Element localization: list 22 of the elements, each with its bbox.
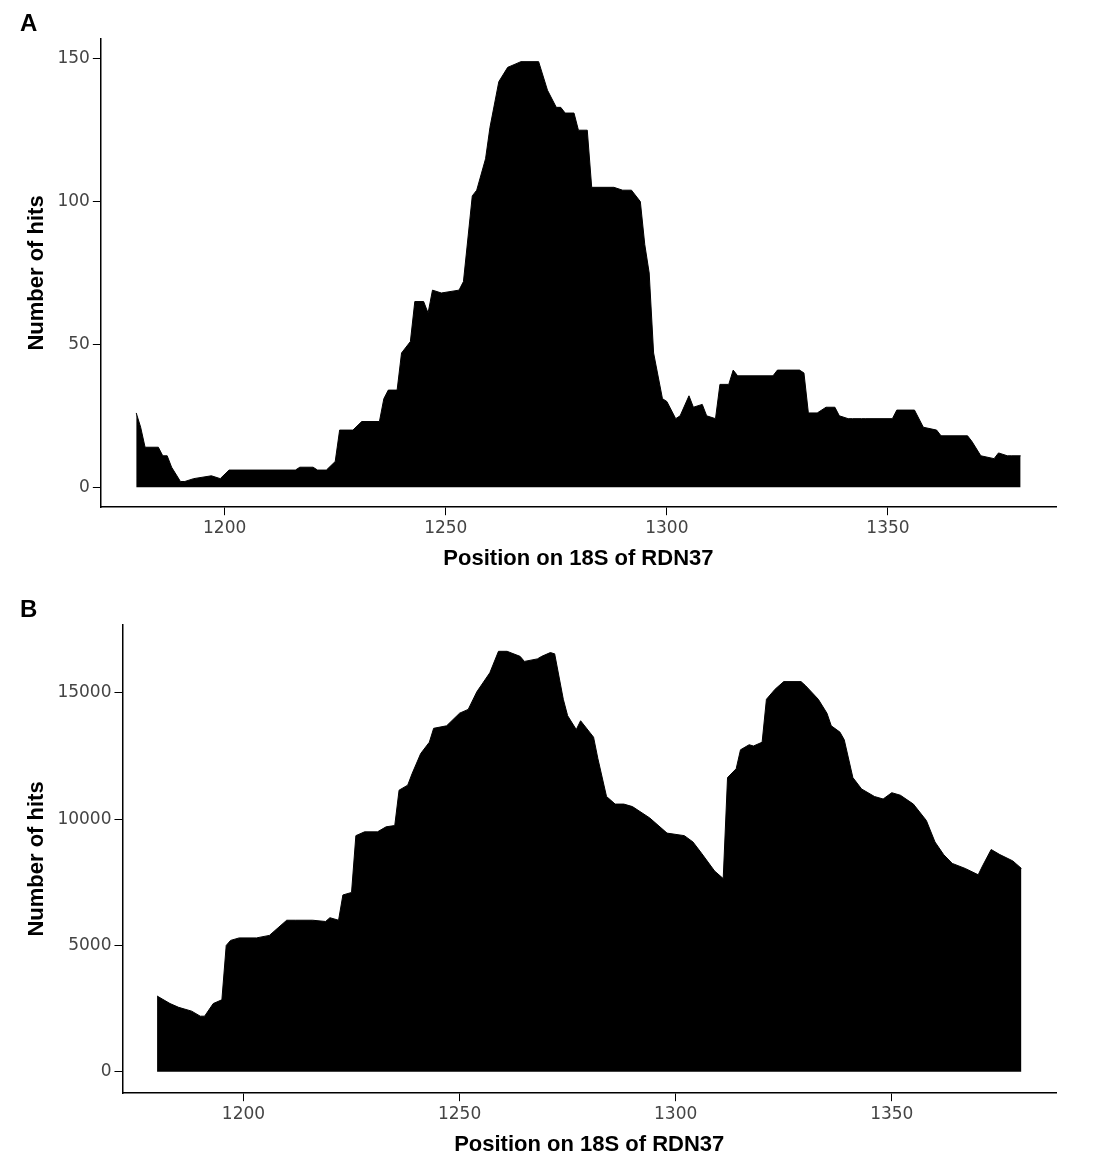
x-axis-title: Position on 18S of RDN37 [443, 544, 714, 570]
y-tick-label: 5000 [68, 933, 112, 954]
x-tick-label: 1300 [654, 1102, 698, 1123]
y-tick-label: 0 [79, 475, 90, 496]
chart-title: A [20, 9, 38, 37]
y-tick-label: 100 [57, 190, 90, 211]
y-axis-title: Number of hits [23, 195, 49, 351]
chart-title: B [20, 595, 38, 623]
y-tick-label: 50 [68, 332, 90, 353]
y-tick-label: 0 [100, 1060, 112, 1081]
y-axis-title: Number of hits [23, 781, 49, 937]
x-tick-label: 1250 [437, 1102, 482, 1123]
x-tick-label: 1300 [645, 516, 689, 537]
x-tick-label: 1200 [203, 516, 247, 537]
y-tick-label: 10000 [57, 807, 112, 828]
x-tick-label: 1250 [424, 516, 468, 537]
x-tick-label: 1200 [221, 1102, 266, 1123]
y-tick-label: 15000 [57, 681, 112, 702]
x-tick-label: 1350 [866, 516, 910, 537]
x-tick-label: 1350 [870, 1102, 914, 1123]
x-axis-title: Position on 18S of RDN37 [454, 1130, 725, 1156]
y-tick-label: 150 [57, 47, 90, 68]
